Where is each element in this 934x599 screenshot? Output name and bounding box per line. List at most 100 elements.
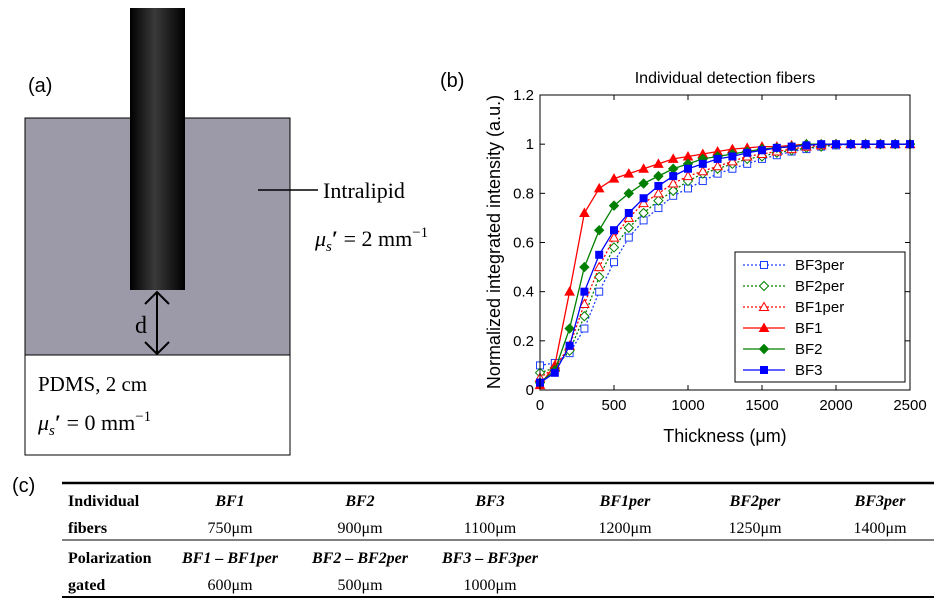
marker xyxy=(758,301,770,311)
marker xyxy=(608,242,620,253)
marker xyxy=(580,287,589,296)
marker xyxy=(667,163,679,174)
marker xyxy=(608,232,620,242)
cell-name: BF2per xyxy=(729,493,781,510)
cell-value: 1000μm xyxy=(463,577,517,594)
y-tick-label: 0.2 xyxy=(513,333,534,350)
marker xyxy=(638,163,649,173)
x-axis-label: Thickness (μm) xyxy=(663,426,786,446)
panel-label: (b) xyxy=(440,70,464,92)
marker xyxy=(758,280,770,292)
marker xyxy=(639,194,648,203)
marker xyxy=(564,286,575,296)
marker xyxy=(684,164,692,173)
marker xyxy=(667,185,679,197)
legend: BF3per BF2per BF1per BF1 BF2 BF3 xyxy=(734,251,906,383)
marker xyxy=(760,261,768,269)
marker xyxy=(653,195,664,206)
arrow-head xyxy=(144,290,170,305)
cell-value: 1100μm xyxy=(464,520,517,537)
marker xyxy=(654,181,663,190)
substrate-box xyxy=(24,354,291,456)
x-tick-label: 2000 xyxy=(819,397,852,414)
marker xyxy=(623,222,635,233)
marker xyxy=(667,153,679,163)
marker xyxy=(846,140,855,149)
medium-label: Intralipid xyxy=(323,178,405,203)
legend-label: BF2 xyxy=(795,341,823,358)
marker xyxy=(608,200,620,211)
substrate-coefficient: μs′ = 0 mm−1 xyxy=(37,409,151,439)
y-tick-label: 1 xyxy=(526,136,534,153)
cell-name: BF3 xyxy=(474,493,504,510)
substrate-label: PDMS, 2 cm xyxy=(38,372,147,396)
prime: ′ xyxy=(55,410,61,435)
cell-name: BF3per xyxy=(854,493,906,510)
marker xyxy=(787,142,796,151)
marker xyxy=(758,322,770,332)
row-label: Individual xyxy=(68,493,140,510)
marker xyxy=(638,197,649,208)
chart-title: Individual detection fibers xyxy=(635,70,816,87)
arrow-head xyxy=(144,341,170,356)
superscript: −1 xyxy=(135,409,151,425)
legend-label: BF3 xyxy=(795,362,823,379)
marker xyxy=(727,155,738,166)
cell-value: 600μm xyxy=(207,577,253,594)
marker xyxy=(772,143,781,152)
marker xyxy=(579,311,590,322)
row-label: fibers xyxy=(68,520,107,537)
table: Individual fibers BF1 750μm BF2 900μm BF3 1100μ… xyxy=(68,493,907,594)
symbol: μ xyxy=(37,410,49,435)
marker xyxy=(593,271,605,283)
marker xyxy=(595,250,604,259)
marker xyxy=(758,343,770,355)
marker xyxy=(653,158,664,168)
superscript: −1 xyxy=(412,225,428,241)
marker xyxy=(638,207,649,219)
panel-label: (c) xyxy=(12,475,35,497)
x-tick-label: 2500 xyxy=(893,397,926,414)
marker xyxy=(698,159,707,168)
cell-value: 750μm xyxy=(207,520,253,537)
marker xyxy=(669,172,678,181)
marker xyxy=(667,177,679,188)
marker xyxy=(580,324,589,333)
text: = 0 mm xyxy=(61,410,135,435)
text: = 2 mm xyxy=(338,226,412,251)
marker xyxy=(728,152,737,161)
marker xyxy=(624,233,633,242)
series xyxy=(536,140,914,387)
panel-label: (a) xyxy=(28,75,52,97)
fiber-rod xyxy=(130,8,185,290)
marker xyxy=(697,165,709,176)
x-tick-label: 0 xyxy=(536,397,544,414)
marker xyxy=(832,140,840,149)
cell-value: 1250μm xyxy=(728,520,782,537)
symbol: μ xyxy=(314,226,326,251)
y-tick-label: 1.2 xyxy=(513,87,534,104)
marker xyxy=(579,298,590,308)
y-tick-label: 0.8 xyxy=(513,185,534,202)
legend-label: BF1per xyxy=(795,299,844,316)
y-tick-label: 0.6 xyxy=(513,235,534,252)
cell-name: BF2 – BF2per xyxy=(311,550,409,567)
marker xyxy=(550,368,559,377)
cell-name: BF3 – BF3per xyxy=(441,550,539,567)
plot: 0 0.2 0.4 0.6 0.8 1 1.2 0 500 1000 1500 2000 2500 BF3… xyxy=(513,87,927,414)
marker xyxy=(653,187,664,198)
marker xyxy=(624,209,633,217)
marker xyxy=(623,168,635,178)
row-label: Polarization xyxy=(68,550,152,567)
marker xyxy=(595,287,604,296)
plot-frame xyxy=(539,94,911,391)
cell-name: BF2 xyxy=(344,493,374,510)
x-tick-label: 1500 xyxy=(745,397,778,414)
x-tick-label: 500 xyxy=(601,397,626,414)
cell-value: 1200μm xyxy=(598,520,652,537)
marker xyxy=(712,160,723,171)
subscript: s xyxy=(49,423,55,439)
marker xyxy=(623,188,635,199)
marker xyxy=(610,258,618,267)
